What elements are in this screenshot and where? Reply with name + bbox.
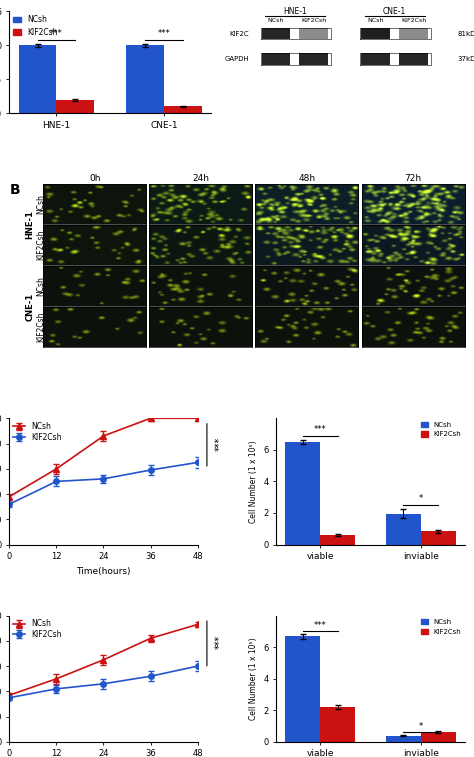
Y-axis label: Cell Number (1 x 10⁵): Cell Number (1 x 10⁵)	[249, 440, 258, 522]
Bar	[399, 28, 428, 39]
Bar	[164, 107, 202, 113]
Y-axis label: KIF2Csh: KIF2Csh	[36, 312, 45, 342]
Bar	[262, 53, 291, 65]
Bar	[300, 28, 328, 39]
Y-axis label: Cell Number (1 x 10⁵): Cell Number (1 x 10⁵)	[249, 637, 258, 720]
Legend: NCsh, KIF2Csh: NCsh, KIF2Csh	[13, 619, 61, 639]
Text: ***: ***	[158, 30, 171, 38]
Text: HNE-1: HNE-1	[283, 7, 307, 16]
Bar	[361, 28, 390, 39]
Bar	[361, 53, 390, 65]
Text: NCsh: NCsh	[368, 18, 384, 23]
Title: 72h: 72h	[404, 175, 421, 183]
Bar	[285, 636, 320, 742]
Bar	[262, 28, 291, 39]
Text: 37kD: 37kD	[458, 56, 474, 62]
Bar	[127, 45, 164, 113]
Text: HNE-1: HNE-1	[25, 210, 34, 239]
Y-axis label: NCsh: NCsh	[36, 195, 45, 214]
Bar	[320, 707, 356, 742]
Bar	[285, 442, 320, 544]
Text: *: *	[419, 722, 423, 731]
X-axis label: Time(hours): Time(hours)	[76, 567, 131, 576]
Y-axis label: KIF2Csh: KIF2Csh	[36, 230, 45, 260]
Legend: NCsh, KIF2Csh: NCsh, KIF2Csh	[13, 15, 57, 37]
Bar	[320, 535, 356, 544]
Bar	[56, 100, 94, 113]
Text: ***: ***	[214, 635, 224, 650]
Text: CNE-1: CNE-1	[383, 7, 406, 16]
Bar	[421, 732, 456, 742]
Text: KIF2Csh: KIF2Csh	[401, 18, 426, 23]
Text: B: B	[9, 182, 20, 197]
Title: 24h: 24h	[192, 175, 210, 183]
Text: KIF2C: KIF2C	[230, 30, 249, 36]
Legend: NCsh, KIF2Csh: NCsh, KIF2Csh	[13, 422, 61, 441]
Text: CNE-1: CNE-1	[25, 292, 34, 320]
Bar	[300, 53, 328, 65]
Legend: NCsh, KIF2Csh: NCsh, KIF2Csh	[421, 422, 461, 438]
Legend: NCsh, KIF2Csh: NCsh, KIF2Csh	[421, 619, 461, 634]
Title: 0h: 0h	[89, 175, 100, 183]
Title: 48h: 48h	[298, 175, 316, 183]
Text: ***: ***	[214, 436, 224, 450]
Text: *: *	[419, 494, 423, 503]
Text: 81kD: 81kD	[458, 30, 474, 36]
Text: ***: ***	[314, 621, 327, 630]
Text: NCsh: NCsh	[268, 18, 284, 23]
Bar	[385, 736, 421, 742]
Text: ***: ***	[50, 30, 63, 38]
Text: ***: ***	[314, 425, 327, 434]
Text: KIF2Csh: KIF2Csh	[301, 18, 327, 23]
Y-axis label: NCsh: NCsh	[36, 276, 45, 296]
Text: GAPDH: GAPDH	[225, 56, 249, 62]
Bar	[385, 514, 421, 544]
Bar	[399, 53, 428, 65]
Bar	[18, 45, 56, 113]
Bar	[421, 531, 456, 544]
